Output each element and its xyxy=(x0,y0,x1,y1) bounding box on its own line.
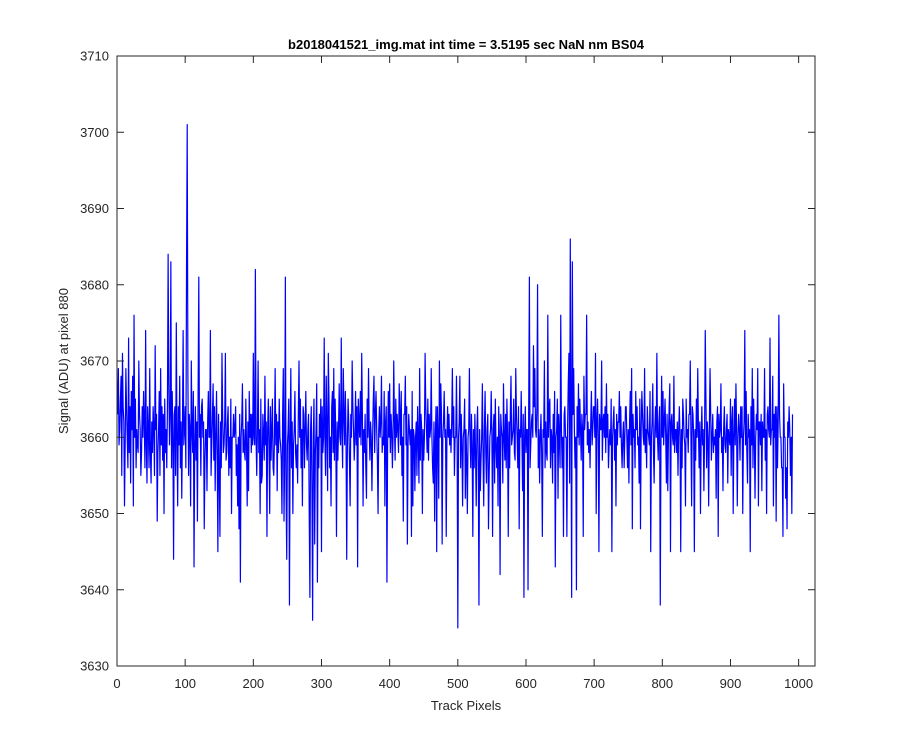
y-axis-tick-labels: 3630 3640 3650 3660 3670 3680 3690 3700 3710 xyxy=(80,49,109,674)
x-tick-label: 200 xyxy=(242,676,264,691)
x-tick-label: 800 xyxy=(651,676,673,691)
chart-title: b2018041521_img.mat int time = 3.5195 se… xyxy=(288,37,645,52)
x-axis-label: Track Pixels xyxy=(431,698,502,713)
x-tick-label: 700 xyxy=(583,676,605,691)
x-axis-ticks xyxy=(116,56,800,666)
y-tick-label: 3660 xyxy=(80,430,109,445)
y-tick-label: 3650 xyxy=(80,506,109,521)
x-tick-label: 600 xyxy=(515,676,537,691)
y-tick-label: 3670 xyxy=(80,354,109,369)
x-tick-label: 400 xyxy=(379,676,401,691)
y-tick-label: 3700 xyxy=(80,125,109,140)
x-tick-label: 100 xyxy=(174,676,196,691)
x-tick-label: 300 xyxy=(311,676,333,691)
y-tick-label: 3640 xyxy=(80,582,109,597)
y-tick-label: 3690 xyxy=(80,201,109,216)
y-axis-label: Signal (ADU) at pixel 880 xyxy=(56,288,71,434)
series-line-1 xyxy=(117,124,794,629)
x-tick-label: 0 xyxy=(113,676,120,691)
y-tick-label: 3710 xyxy=(80,49,109,64)
x-tick-label: 1000 xyxy=(784,676,813,691)
y-tick-label: 3680 xyxy=(80,277,109,292)
y-axis-ticks xyxy=(117,55,815,667)
y-tick-label: 3630 xyxy=(80,659,109,674)
x-tick-label: 900 xyxy=(720,676,742,691)
series-layer xyxy=(117,124,794,629)
x-axis-tick-labels: 0 100 200 300 400 500 600 700 800 900 1000 xyxy=(113,676,813,691)
x-tick-label: 500 xyxy=(447,676,469,691)
plot-area xyxy=(117,56,815,666)
